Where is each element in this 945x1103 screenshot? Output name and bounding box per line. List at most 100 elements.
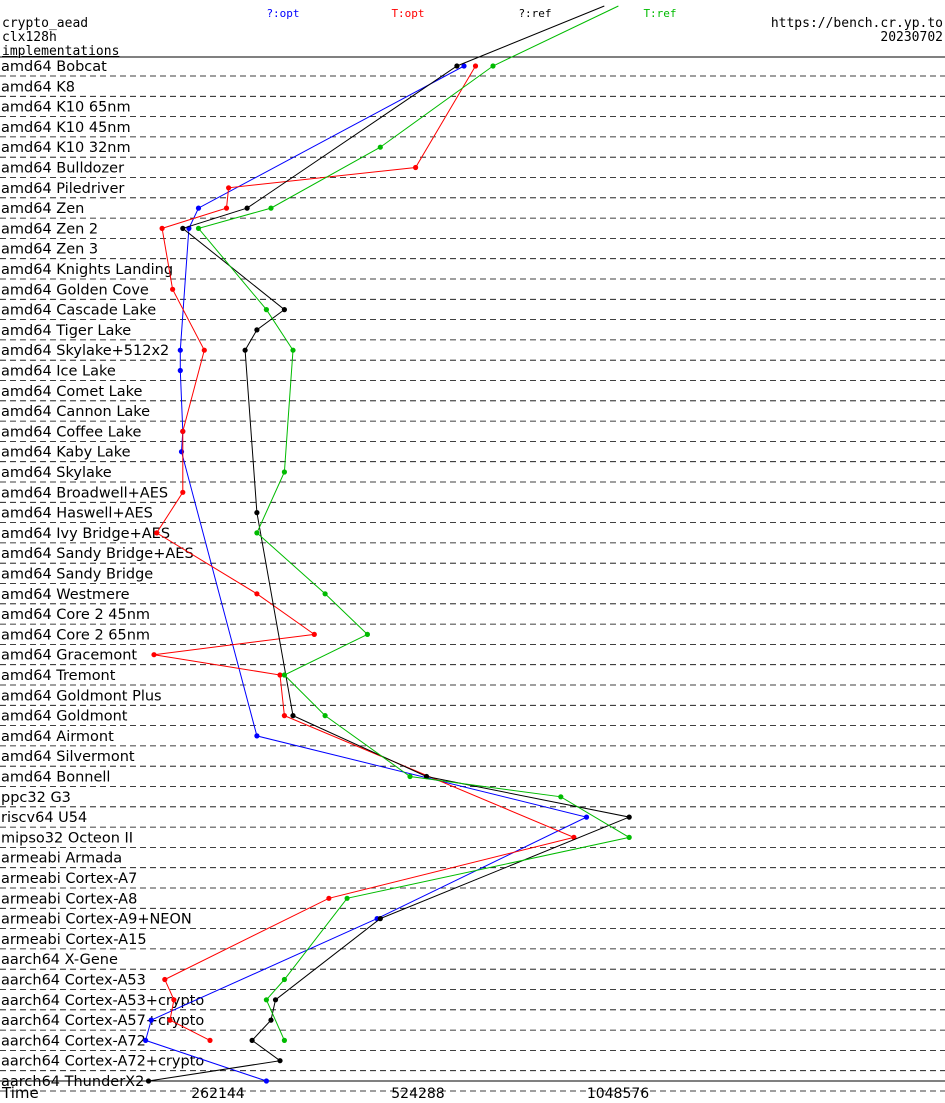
row-label: amd64 Skylake [1, 465, 112, 481]
data-point [583, 814, 590, 820]
row-label: amd64 Golden Cove [1, 282, 149, 298]
row-labels: amd64 Bobcat amd64 K8 amd64 K10 65nm amd64 … [1, 59, 204, 1090]
row-label: amd64 Westmere [1, 587, 130, 603]
data-point [311, 631, 317, 638]
data-point [195, 225, 202, 231]
data-point [364, 631, 370, 638]
data-point [281, 672, 287, 678]
data-point [423, 773, 430, 780]
data-point [249, 1037, 255, 1043]
data-point [558, 794, 564, 800]
row-label: amd64 Sandy Bridge+AES [1, 546, 194, 562]
legend-label: T:opt [391, 7, 424, 20]
row-label: amd64 Skylake+512x2 [1, 343, 169, 359]
legend-label: T:ref [643, 7, 676, 20]
data-point [226, 185, 232, 191]
row-label: amd64 Bobcat [1, 59, 107, 75]
row-label: amd64 Airmont [1, 729, 114, 745]
row-label: amd64 Bulldozer [1, 161, 124, 177]
x-tick-label: 262144 [191, 1086, 245, 1102]
data-point [263, 997, 269, 1003]
legend-label: ?:ref [518, 7, 551, 20]
row-label: amd64 Haswell+AES [1, 506, 153, 522]
data-point [244, 205, 250, 211]
data-point [263, 307, 269, 313]
data-point [461, 63, 467, 69]
row-label: amd64 Comet Lake [1, 384, 142, 400]
data-point [377, 144, 383, 150]
data-point [207, 1037, 213, 1043]
data-point [377, 916, 383, 922]
data-point [277, 1058, 283, 1064]
data-point [162, 976, 168, 983]
row-label: aarch64 Cortex-A53+crypto [1, 993, 204, 1009]
data-point [177, 367, 183, 374]
row-label: amd64 K10 45nm [1, 120, 131, 136]
data-point [290, 347, 296, 353]
data-point [180, 428, 186, 434]
series-line [197, 5, 631, 1041]
x-tick-label: 1048576 [587, 1086, 649, 1102]
data-point [223, 205, 230, 211]
data-point [167, 1017, 173, 1023]
header-implementations: implementations [2, 44, 119, 59]
x-axis-ticks: 262144 524288 1048576 [191, 1086, 649, 1102]
data-point [143, 1037, 149, 1043]
header-date: 20230702 [880, 30, 943, 45]
data-point [170, 286, 176, 292]
row-label: amd64 Core 2 45nm [1, 607, 150, 623]
row-label: aarch64 Cortex-A72+crypto [1, 1054, 204, 1070]
row-label: amd64 Ivy Bridge+AES [1, 526, 170, 542]
x-tick-label: 524288 [391, 1086, 444, 1102]
row-label: riscv64 U54 [1, 810, 87, 826]
data-point [281, 307, 287, 313]
row-label: amd64 K10 32nm [1, 140, 131, 156]
data-point [344, 895, 350, 901]
row-label: aarch64 Cortex-A72 [1, 1033, 146, 1049]
data-point [626, 814, 632, 820]
data-point [254, 733, 260, 739]
row-label: armeabi Cortex-A8 [1, 891, 137, 907]
row-label: mipso32 Octeon II [1, 830, 133, 846]
data-point [154, 530, 160, 536]
row-label: amd64 Goldmont Plus [1, 688, 162, 704]
row-label: aarch64 ThunderX2 [1, 1074, 144, 1090]
row-label: armeabi Cortex-A15 [1, 932, 147, 948]
header-machine: clx128h [2, 30, 57, 45]
row-label: armeabi Cortex-A7 [1, 871, 137, 887]
legend: ?:opt T:opt ?:ref T:ref [266, 7, 676, 20]
x-axis-label: Time [1, 1084, 39, 1102]
data-point [281, 1037, 287, 1043]
legend-label: ?:opt [266, 7, 299, 20]
row-label: amd64 Broadwell+AES [1, 485, 168, 501]
row-label: amd64 Zen [1, 201, 84, 217]
row-label: amd64 Ice Lake [1, 364, 116, 380]
data-point [407, 773, 413, 780]
data-point [180, 489, 186, 495]
row-label: armeabi Cortex-A9+NEON [1, 912, 192, 928]
data-point [277, 672, 283, 678]
data-point [454, 63, 460, 69]
data-point [178, 449, 185, 455]
data-point [242, 347, 248, 353]
row-label: amd64 Kaby Lake [1, 445, 131, 461]
row-label: amd64 Tremont [1, 668, 116, 684]
row-label: amd64 Gracemont [1, 648, 137, 664]
row-label: amd64 Bonnell [1, 770, 110, 786]
row-label: amd64 Core 2 65nm [1, 627, 150, 643]
row-label: amd64 Tiger Lake [1, 323, 131, 339]
data-point [268, 205, 274, 211]
row-label: armeabi Armada [1, 851, 122, 867]
data-point [281, 469, 287, 475]
data-point [151, 652, 157, 658]
row-label: amd64 Silvermont [1, 749, 135, 765]
data-point [195, 205, 202, 211]
data-point [490, 63, 496, 69]
data-point [148, 1017, 154, 1023]
data-point [254, 530, 260, 536]
data-point [263, 1078, 269, 1084]
data-point [626, 834, 632, 841]
row-label: aarch64 Cortex-A57+crypto [1, 1013, 204, 1029]
header-site: https://bench.cr.yp.to [771, 16, 943, 31]
row-label: amd64 K10 65nm [1, 100, 131, 116]
